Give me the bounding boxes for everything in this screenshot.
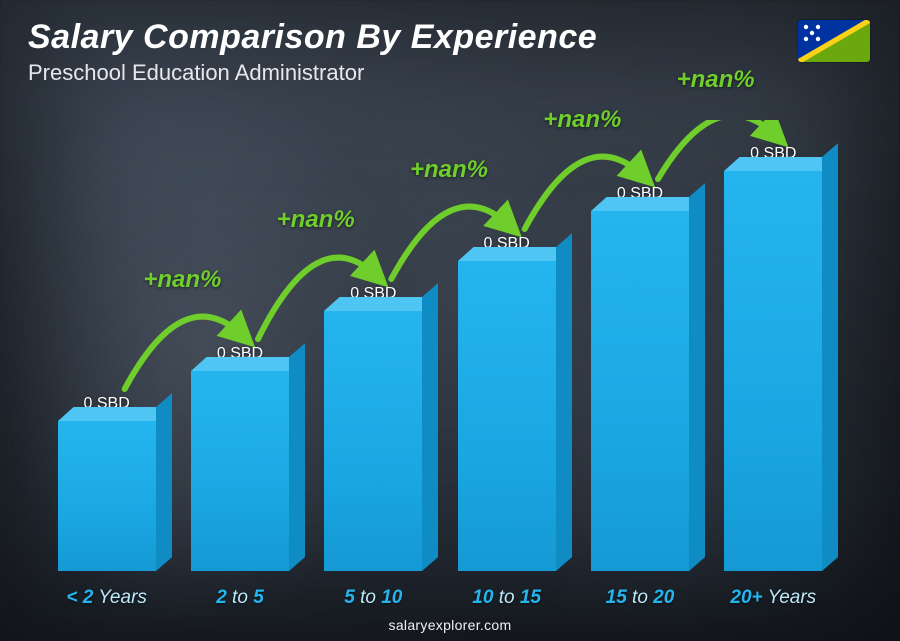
chart-title: Salary Comparison By Experience [28,18,597,57]
x-axis-labels: < 2 Years2 to 55 to 1010 to 1515 to 2020… [40,587,840,609]
bar-chart-area: 0 SBD0 SBD0 SBD0 SBD0 SBD0 SBD +nan%+nan… [40,120,840,571]
bar [191,371,289,571]
bar [458,261,556,571]
bars-container: 0 SBD0 SBD0 SBD0 SBD0 SBD0 SBD [40,120,840,571]
increase-percent-label: +nan% [677,66,755,94]
increase-percent-label: +nan% [143,266,221,294]
bar [324,311,422,571]
bar [724,171,822,571]
country-flag-solomon-islands [798,20,870,62]
x-axis-label: 5 to 10 [307,587,440,609]
increase-percent-label: +nan% [410,156,488,184]
bar-slot: 0 SBD [307,120,440,571]
x-axis-label: 10 to 15 [440,587,573,609]
bar-slot: 0 SBD [40,120,173,571]
bar-slot: 0 SBD [440,120,573,571]
chart-canvas: Salary Comparison By Experience Preschoo… [0,0,900,641]
x-axis-label: 2 to 5 [173,587,306,609]
bar-slot: 0 SBD [173,120,306,571]
footer-attribution: salaryexplorer.com [0,617,900,633]
x-axis-label: < 2 Years [40,587,173,609]
increase-percent-label: +nan% [543,106,621,134]
chart-subtitle: Preschool Education Administrator [28,60,364,86]
bar [591,211,689,571]
bar-slot: 0 SBD [573,120,706,571]
bar [58,421,156,571]
bar-slot: 0 SBD [707,120,840,571]
x-axis-label: 20+ Years [707,587,840,609]
increase-percent-label: +nan% [277,206,355,234]
x-axis-label: 15 to 20 [573,587,706,609]
